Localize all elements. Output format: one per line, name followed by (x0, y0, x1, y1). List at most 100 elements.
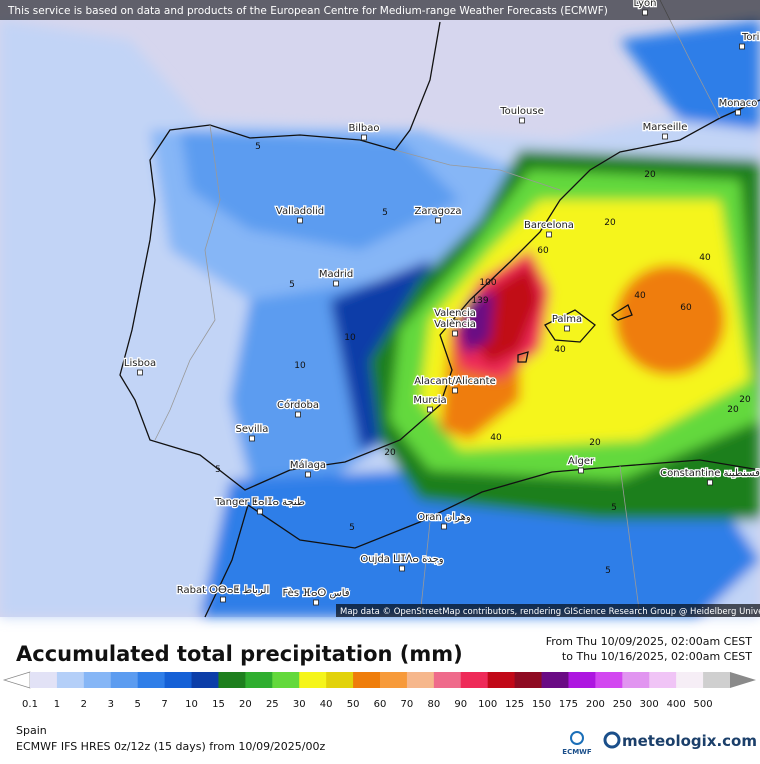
region: Spain (16, 724, 47, 737)
attribution-bg (336, 604, 760, 617)
colorbar-swatch (514, 672, 543, 688)
colorbar-tick-label: 40 (320, 699, 333, 710)
city-label: Barcelona (524, 220, 574, 231)
contour-label: 20 (589, 438, 601, 448)
colorbar-tick-label: 2 (81, 699, 87, 710)
city-marker (361, 134, 367, 141)
city-marker (564, 325, 570, 332)
city-label: Tanger ⵟⴰⵏⵊⴰ طنجة (214, 497, 305, 508)
city-label: Marseille (643, 122, 688, 133)
contour-label: 5 (605, 566, 611, 576)
colorbar-tick-label: 20 (239, 699, 252, 710)
contour-label: 10 (294, 361, 306, 371)
city-label: Lyon (633, 0, 656, 9)
city-marker (399, 565, 405, 572)
contour-label: 20 (739, 395, 751, 405)
colorbar-swatch (380, 672, 408, 688)
city-label: Toulouse (499, 106, 543, 117)
contour-label: 40 (490, 433, 502, 443)
colorbar-under (2, 671, 31, 689)
city-label: Torin (741, 32, 760, 43)
colorbar-tick-label: 3 (108, 699, 114, 710)
colorbar-swatch (83, 672, 112, 688)
colorbar-tick-label: 200 (586, 699, 605, 710)
city-label: Alacant/Alicante (414, 376, 495, 387)
contour-label: 20 (604, 218, 616, 228)
meteologix-logo: meteologix.com (622, 732, 757, 750)
contour-label: 100 (479, 278, 496, 288)
city-marker (441, 523, 447, 530)
contour-label: 40 (634, 291, 646, 301)
city-label: València (434, 318, 476, 330)
colorbar-tick-label: 15 (212, 699, 225, 710)
city-label: Madrid (319, 269, 353, 280)
city-marker (435, 217, 441, 224)
contour-label: 20 (644, 170, 656, 180)
contour-label: 5 (255, 142, 261, 152)
banner-bg (0, 0, 760, 20)
contour-label: 5 (611, 503, 617, 513)
colorbar-tick-label: 300 (640, 699, 659, 710)
colorbar-tick-label: 10 (185, 699, 198, 710)
city-label: Rabat ⵔⴱⴰⵟ الرباط (177, 585, 269, 596)
city-label: Oran وهران (417, 512, 471, 523)
colorbar-tick-label: 60 (374, 699, 387, 710)
colorbar-swatch (649, 672, 677, 688)
colorbar-swatch (487, 672, 516, 688)
colorbar-swatch (299, 672, 327, 688)
colorbar-tick-label: 175 (559, 699, 578, 710)
city-label: Valencia (434, 308, 476, 319)
colorbar-tick-label: 500 (694, 699, 713, 710)
title: Accumulated total precipitation (mm) (16, 642, 463, 666)
colorbar-swatch (56, 672, 85, 688)
contour-label: 5 (215, 465, 221, 475)
contour-label: 40 (554, 345, 566, 355)
colorbar-tick-label: 70 (401, 699, 414, 710)
city-label: Murcia (413, 395, 446, 406)
colorbar-tick-label: 250 (613, 699, 632, 710)
colorbar-tick-label: 150 (532, 699, 551, 710)
city-marker (519, 117, 525, 124)
contour-label: 5 (382, 208, 388, 218)
city-label: Lisboa (124, 358, 156, 369)
colorbar-over (730, 672, 756, 688)
contour-label: 60 (680, 303, 692, 313)
colorbar-swatch (622, 672, 650, 688)
city-marker (295, 411, 301, 418)
city-label: Zaragoza (414, 206, 461, 217)
contour-label: 10 (344, 333, 356, 343)
city-label: Constantine قسنطينة (660, 468, 760, 479)
colorbar-tick-label: 90 (454, 699, 467, 710)
colorbar-swatch (191, 672, 219, 688)
city-marker (137, 369, 143, 376)
colorbar-tick-label: 1 (54, 699, 60, 710)
model-info: ECMWF IFS HRES 0z/12z (15 days) from 10/… (16, 740, 326, 753)
colorbar-tick-label: 5 (135, 699, 141, 710)
colorbar-tick-label: 0.1 (22, 699, 38, 710)
colorbar-swatch (272, 672, 300, 688)
period-from: From Thu 10/09/2025, 02:00am CEST (546, 635, 753, 648)
contour-label: 40 (699, 253, 711, 263)
city-marker (662, 133, 668, 140)
colorbar-swatch (433, 672, 462, 688)
colorbar-swatch (110, 672, 139, 688)
city-marker (452, 330, 458, 337)
colorbar-tick-label: 80 (427, 699, 440, 710)
colorbar-tick-label: 50 (347, 699, 360, 710)
city-marker (735, 109, 741, 116)
city-marker (305, 471, 311, 478)
city-label: Bilbao (348, 123, 379, 134)
banner: This service is based on data and produc… (7, 5, 608, 17)
city-marker (642, 9, 648, 16)
city-label: Fès ⴼⴰⵙ فاس (282, 587, 349, 599)
city-label: Córdoba (277, 399, 319, 411)
colorbar-tick-label: 30 (293, 699, 306, 710)
colorbar-swatch (703, 672, 731, 688)
city-marker (578, 467, 584, 474)
city-marker (249, 435, 255, 442)
attribution: Map data © OpenStreetMap contributors, r… (340, 607, 760, 617)
colorbar-tick-label: 125 (505, 699, 524, 710)
precipitation-field (0, 20, 760, 617)
contour-label: 60 (537, 246, 549, 256)
